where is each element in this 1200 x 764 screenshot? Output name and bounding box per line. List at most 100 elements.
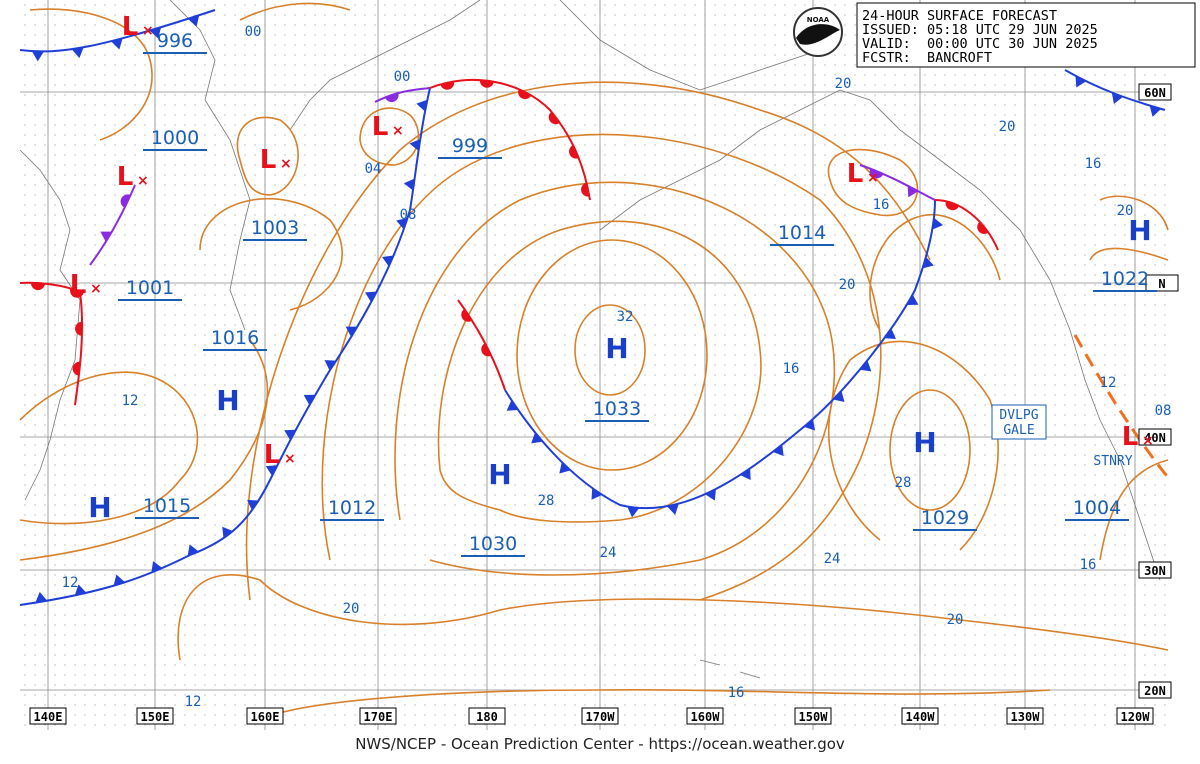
header-box: [856, 2, 1196, 68]
low-center: L: [1122, 422, 1139, 452]
front-line: [859, 164, 936, 201]
isobar-label: 20: [839, 277, 856, 293]
labels: 140E 150E 160E 170E 180 170W 160W 150W 140W 130W 1…: [29, 12, 1179, 725]
isobar-label: 16: [1080, 557, 1097, 573]
central-pressure: 1015: [143, 495, 191, 517]
front-triangle: [382, 255, 394, 267]
longitude-label: 120W: [1121, 710, 1151, 724]
low-mark: ×: [867, 170, 879, 186]
front-line: [934, 199, 999, 251]
isobar-label: 20: [835, 76, 852, 92]
front-semicircle: [72, 361, 81, 376]
front-triangle: [345, 326, 358, 337]
front-triangle: [559, 462, 571, 474]
isobar-label: 16: [873, 197, 890, 213]
front-triangle: [906, 294, 919, 305]
footer: NWS/NCEP - Ocean Prediction Center - htt…: [355, 735, 845, 753]
front-semicircle: [869, 168, 884, 179]
front-triangle: [149, 27, 162, 39]
label-box: [1145, 274, 1179, 292]
isobar-label: 24: [600, 545, 617, 561]
front-line: [374, 87, 431, 103]
central-pressure: 1022: [1101, 268, 1149, 290]
label-box: [794, 707, 832, 725]
isobar-label: 00: [245, 24, 262, 40]
isobar-label: 16: [783, 361, 800, 377]
front-triangle: [884, 328, 897, 340]
longitude-label: 130W: [1011, 710, 1041, 724]
front-semicircle: [569, 145, 579, 159]
low-center: L: [122, 12, 139, 42]
isobars: [19, 2, 1169, 721]
front-triangle: [265, 465, 278, 476]
isobar-label: 08: [1155, 403, 1172, 419]
front-triangle: [1149, 105, 1162, 117]
low-center: L: [372, 112, 389, 142]
central-pressure: 999: [452, 135, 488, 157]
longitude-label: 150E: [141, 710, 170, 724]
front-triangle: [151, 561, 163, 573]
central-pressure: 1016: [211, 327, 259, 349]
front-triangle: [416, 99, 428, 112]
header-line: FCSTR: BANCROFT: [862, 50, 992, 66]
high-center: H: [605, 332, 628, 365]
front-triangle: [740, 468, 751, 480]
isobar-label: 16: [1085, 156, 1102, 172]
isobar-label: 20: [1117, 203, 1134, 219]
front-triangle: [303, 394, 316, 406]
front-triangle: [365, 291, 377, 303]
warning-text: DVLPG: [999, 408, 1038, 423]
latitude-label: 20N: [1144, 684, 1166, 698]
latitude-label: 30N: [1144, 564, 1166, 578]
front-triangle: [506, 400, 519, 411]
central-pressure: 1029: [921, 507, 969, 529]
isobar-label: 16: [728, 685, 745, 701]
longitude-label: 160W: [691, 710, 721, 724]
front-triangle: [247, 499, 259, 511]
isobar-label: 24: [824, 551, 841, 567]
label-box: [359, 707, 397, 725]
front-triangle: [627, 506, 640, 518]
front-triangle: [859, 360, 872, 372]
front-triangle: [803, 418, 816, 431]
front-triangle: [907, 185, 919, 198]
fronts: [19, 9, 1172, 606]
front-line: [504, 199, 936, 510]
label-box: [1138, 83, 1172, 101]
front-semicircle: [518, 88, 532, 100]
latitude-label: 60N: [1144, 86, 1166, 100]
longitude-label: 140E: [34, 710, 63, 724]
low-center: L: [70, 270, 87, 300]
front-line: [19, 9, 216, 53]
label-box: [1138, 428, 1172, 446]
central-pressure: 1001: [126, 277, 174, 299]
low-center: L: [260, 145, 277, 175]
front-semicircle: [440, 81, 455, 90]
front-semicircle: [548, 111, 560, 125]
low-center: L: [264, 440, 281, 470]
warning-text: GALE: [1003, 423, 1034, 438]
isobar-label: 28: [895, 475, 912, 491]
label-box: [901, 707, 939, 725]
map-area: [20, 0, 1168, 730]
front-triangle: [284, 429, 296, 441]
logo: NOAA: [793, 7, 843, 57]
isobar-label: 32: [617, 309, 634, 325]
isobar-label: 12: [62, 575, 79, 591]
front-triangle: [922, 256, 934, 269]
front-semicircle: [70, 288, 84, 298]
label-box: [581, 707, 619, 725]
longitude-label: 150W: [799, 710, 829, 724]
central-pressure: 1014: [778, 222, 826, 244]
front-triangle: [705, 489, 716, 501]
low-mark: ×: [280, 156, 292, 172]
front-triangle: [667, 503, 679, 515]
front-triangle: [531, 432, 543, 444]
low-mark: ×: [284, 451, 296, 467]
header-line: 24-HOUR SURFACE FORECAST: [862, 8, 1057, 24]
isobar-label: 12: [122, 393, 139, 409]
front-semicircle: [977, 221, 989, 234]
front-semicircle: [945, 200, 960, 211]
front-line: [1064, 69, 1166, 111]
